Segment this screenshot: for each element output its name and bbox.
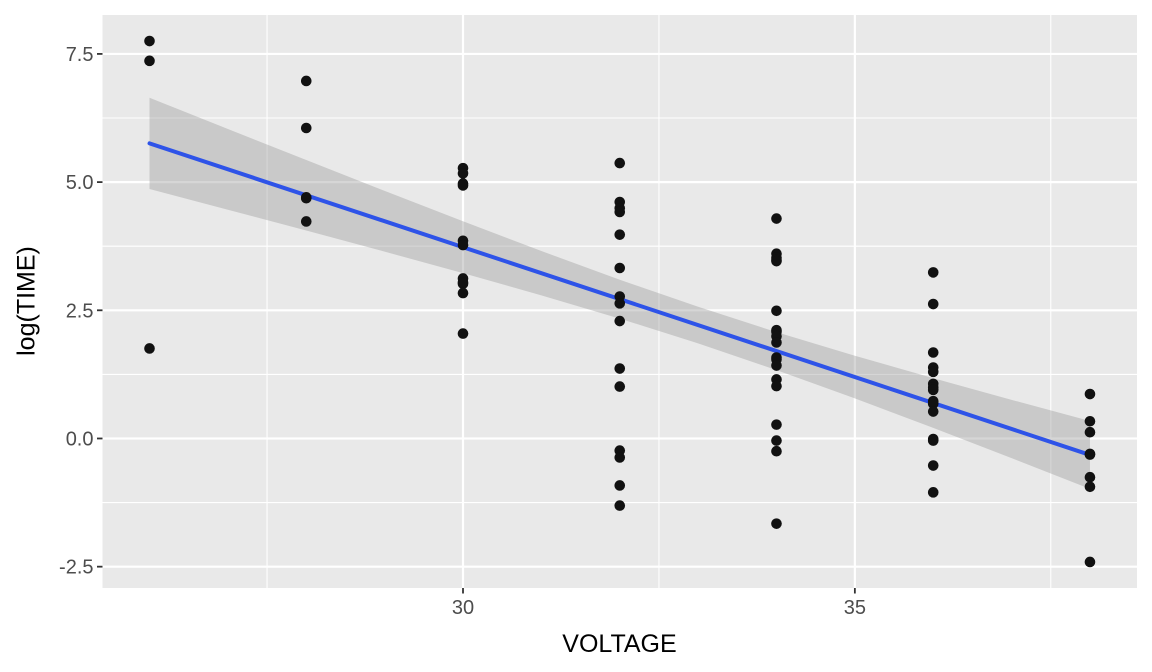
data-point — [614, 157, 626, 169]
y-axis-title: log(TIME) — [12, 246, 41, 356]
data-point — [771, 305, 782, 317]
data-point — [1084, 481, 1096, 493]
data-point — [614, 262, 626, 274]
data-point — [457, 287, 469, 299]
data-point — [1084, 556, 1096, 568]
data-point — [771, 518, 782, 529]
y-tick-label: 0.0 — [66, 428, 94, 450]
data-point — [927, 398, 939, 410]
data-point — [771, 445, 782, 457]
data-point — [927, 384, 939, 396]
data-point — [771, 360, 782, 371]
x-tick-label: 30 — [452, 597, 474, 619]
data-point — [144, 35, 155, 47]
data-point — [457, 180, 469, 191]
data-point — [1084, 415, 1096, 427]
data-point — [457, 168, 469, 179]
data-point — [771, 419, 782, 430]
data-point — [457, 239, 469, 251]
data-point — [1084, 471, 1096, 483]
data-point — [771, 213, 782, 224]
data-point — [614, 206, 626, 218]
data-point — [927, 366, 939, 378]
data-point — [614, 315, 626, 327]
y-tick-label: -2.5 — [59, 557, 93, 579]
data-point — [614, 363, 626, 374]
data-point — [614, 452, 626, 463]
data-point — [927, 460, 939, 471]
y-tick-label: 2.5 — [66, 300, 94, 322]
data-point — [927, 406, 939, 417]
data-point — [927, 435, 939, 446]
data-point — [927, 487, 939, 498]
data-point — [300, 192, 312, 204]
data-point — [614, 500, 626, 511]
data-point — [457, 278, 469, 290]
data-point — [144, 343, 155, 354]
data-point — [927, 298, 939, 310]
data-point — [771, 435, 782, 446]
y-tick-label: 5.0 — [66, 172, 94, 194]
data-point — [771, 337, 782, 348]
data-point — [771, 255, 782, 267]
data-point — [927, 347, 939, 358]
data-point — [614, 381, 626, 392]
data-point — [300, 216, 312, 227]
data-point — [1084, 388, 1096, 400]
data-point — [300, 75, 312, 87]
data-point — [1084, 426, 1096, 438]
data-point — [300, 122, 312, 134]
y-tick-label: 7.5 — [66, 44, 94, 66]
data-point — [927, 267, 939, 278]
data-point — [457, 328, 469, 339]
data-point — [1084, 449, 1096, 460]
data-point — [614, 298, 626, 309]
x-axis-title: VOLTAGE — [562, 630, 677, 658]
x-tick-label: 35 — [844, 597, 866, 619]
data-point — [614, 480, 626, 491]
data-point — [771, 380, 782, 392]
data-point — [614, 229, 626, 240]
data-point — [144, 55, 155, 67]
